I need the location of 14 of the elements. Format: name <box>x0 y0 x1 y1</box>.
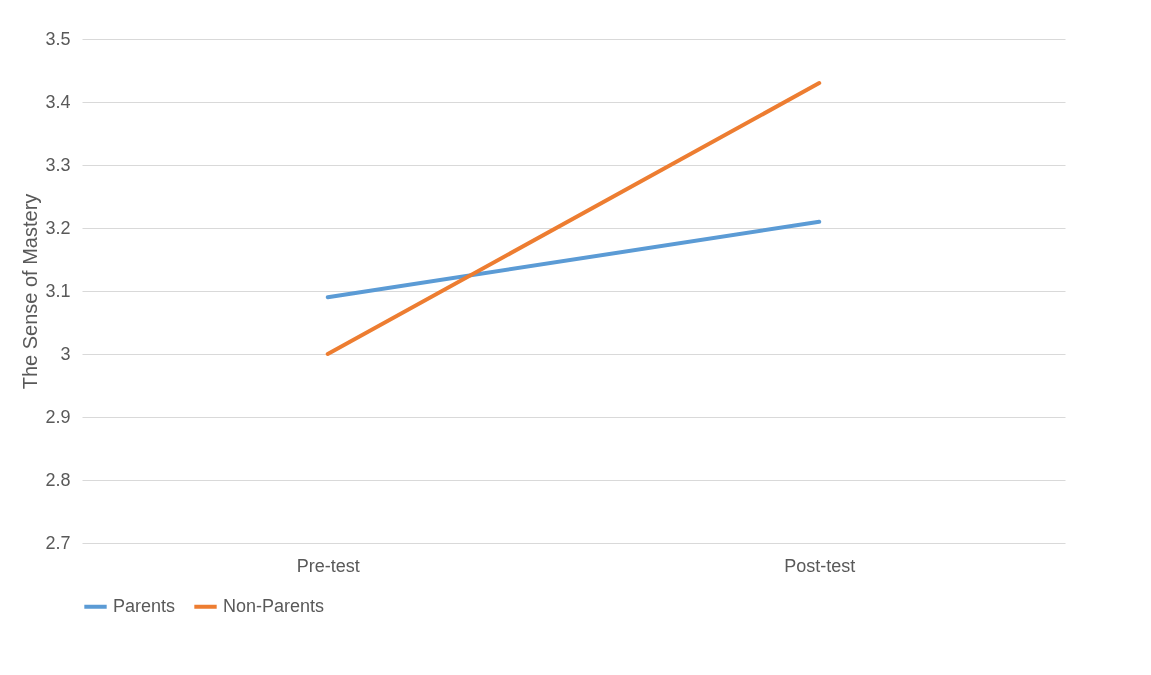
y-tick-label: 2.9 <box>45 406 71 427</box>
y-tick-label: 2.8 <box>45 469 71 490</box>
legend-label: Non-Parents <box>223 595 325 616</box>
y-tick-label: 3.4 <box>45 91 71 112</box>
legend-label: Parents <box>113 595 176 616</box>
y-tick-label: 3.3 <box>45 154 71 175</box>
x-tick-label: Post-test <box>784 555 856 576</box>
y-axis-title: The Sense of Mastery <box>19 193 42 390</box>
y-tick-label: 3.1 <box>45 280 71 301</box>
y-tick-label: 2.7 <box>45 532 71 553</box>
y-tick-label: 3.2 <box>45 217 71 238</box>
x-tick-label: Pre-test <box>296 555 360 576</box>
y-tick-label: 3.5 <box>45 28 71 49</box>
y-tick-label: 3 <box>60 343 71 364</box>
